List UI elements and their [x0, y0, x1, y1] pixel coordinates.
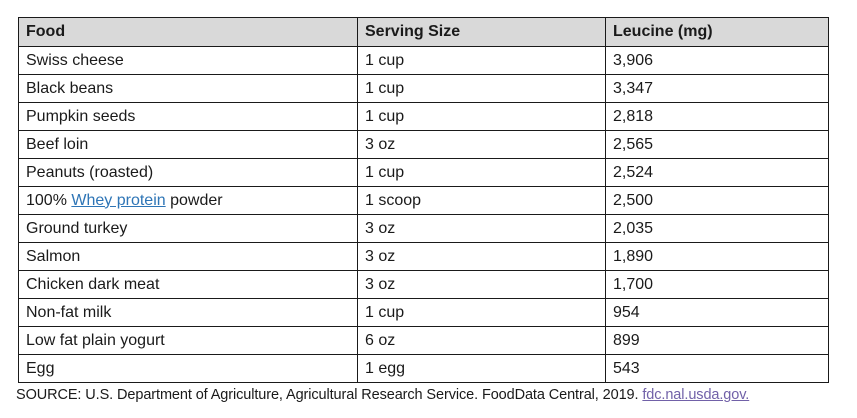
leucine-cell: 543	[605, 354, 829, 383]
header-row: Food Serving Size Leucine (mg)	[18, 17, 829, 47]
table-row: Black beans 1 cup 3,347	[18, 74, 829, 103]
serving-cell: 3 oz	[357, 130, 606, 159]
leucine-cell: 1,890	[605, 242, 829, 271]
serving-cell: 3 oz	[357, 242, 606, 271]
table-row: Egg 1 egg 543	[18, 354, 829, 383]
leucine-cell: 899	[605, 326, 829, 355]
col-header-serving-size: Serving Size	[357, 17, 606, 47]
food-cell: Low fat plain yogurt	[18, 326, 358, 355]
food-label: powder	[165, 191, 223, 209]
food-cell: Peanuts (roasted)	[18, 158, 358, 187]
serving-cell: 6 oz	[357, 326, 606, 355]
food-label: Swiss cheese	[26, 51, 124, 69]
serving-cell: 1 scoop	[357, 186, 606, 215]
serving-cell: 1 cup	[357, 74, 606, 103]
food-cell: Salmon	[18, 242, 358, 271]
table-body: Swiss cheese 1 cup 3,906 Black beans 1 cup 3,…	[18, 46, 829, 383]
food-label: Egg	[26, 359, 55, 377]
leucine-cell: 3,906	[605, 46, 829, 75]
leucine-cell: 2,524	[605, 158, 829, 187]
leucine-cell: 2,565	[605, 130, 829, 159]
table-row: Beef loin 3 oz 2,565	[18, 130, 829, 159]
table-row: Peanuts (roasted) 1 cup 2,524	[18, 158, 829, 187]
table-row: Swiss cheese 1 cup 3,906	[18, 46, 829, 75]
serving-cell: 3 oz	[357, 214, 606, 243]
source-link[interactable]: fdc.nal.usda.gov.	[642, 387, 750, 403]
leucine-table: Food Serving Size Leucine (mg) Swiss che…	[18, 17, 829, 383]
table-row: Chicken dark meat 3 oz 1,700	[18, 270, 829, 299]
table-row: Non-fat milk 1 cup 954	[18, 298, 829, 327]
leucine-cell: 2,035	[605, 214, 829, 243]
table-row: Low fat plain yogurt 6 oz 899	[18, 326, 829, 355]
leucine-cell: 1,700	[605, 270, 829, 299]
col-header-leucine: Leucine (mg)	[605, 17, 829, 47]
leucine-cell: 2,500	[605, 186, 829, 215]
food-cell: Swiss cheese	[18, 46, 358, 75]
serving-cell: 1 cup	[357, 158, 606, 187]
serving-cell: 1 egg	[357, 354, 606, 383]
food-label: Ground turkey	[26, 219, 128, 237]
food-cell: Black beans	[18, 74, 358, 103]
food-label: 100%	[26, 191, 72, 209]
serving-cell: 3 oz	[357, 270, 606, 299]
food-label: Salmon	[26, 247, 81, 265]
serving-cell: 1 cup	[357, 298, 606, 327]
leucine-cell: 2,818	[605, 102, 829, 131]
food-label: Pumpkin seeds	[26, 107, 136, 125]
table-row: Salmon 3 oz 1,890	[18, 242, 829, 271]
food-label: Non-fat milk	[26, 303, 112, 321]
food-cell: Non-fat milk	[18, 298, 358, 327]
leucine-cell: 3,347	[605, 74, 829, 103]
food-cell: Egg	[18, 354, 358, 383]
food-cell: Chicken dark meat	[18, 270, 358, 299]
leucine-cell: 954	[605, 298, 829, 327]
food-label: Chicken dark meat	[26, 275, 160, 293]
food-label: Peanuts (roasted)	[26, 163, 154, 181]
col-header-food: Food	[18, 17, 358, 47]
table-row: Ground turkey 3 oz 2,035	[18, 214, 829, 243]
food-label: Low fat plain yogurt	[26, 331, 165, 349]
food-cell: 100% Whey protein powder	[18, 186, 358, 215]
food-cell: Ground turkey	[18, 214, 358, 243]
food-cell: Beef loin	[18, 130, 358, 159]
serving-cell: 1 cup	[357, 46, 606, 75]
food-label: Black beans	[26, 79, 114, 97]
source-text: SOURCE: U.S. Department of Agriculture, …	[16, 387, 643, 403]
source-note: SOURCE: U.S. Department of Agriculture, …	[16, 387, 856, 403]
serving-cell: 1 cup	[357, 102, 606, 131]
whey-protein-link[interactable]: Whey protein	[71, 191, 166, 209]
food-label: Beef loin	[26, 135, 89, 153]
table-row: Pumpkin seeds 1 cup 2,818	[18, 102, 829, 131]
table-row: 100% Whey protein powder 1 scoop 2,500	[18, 186, 829, 215]
food-cell: Pumpkin seeds	[18, 102, 358, 131]
